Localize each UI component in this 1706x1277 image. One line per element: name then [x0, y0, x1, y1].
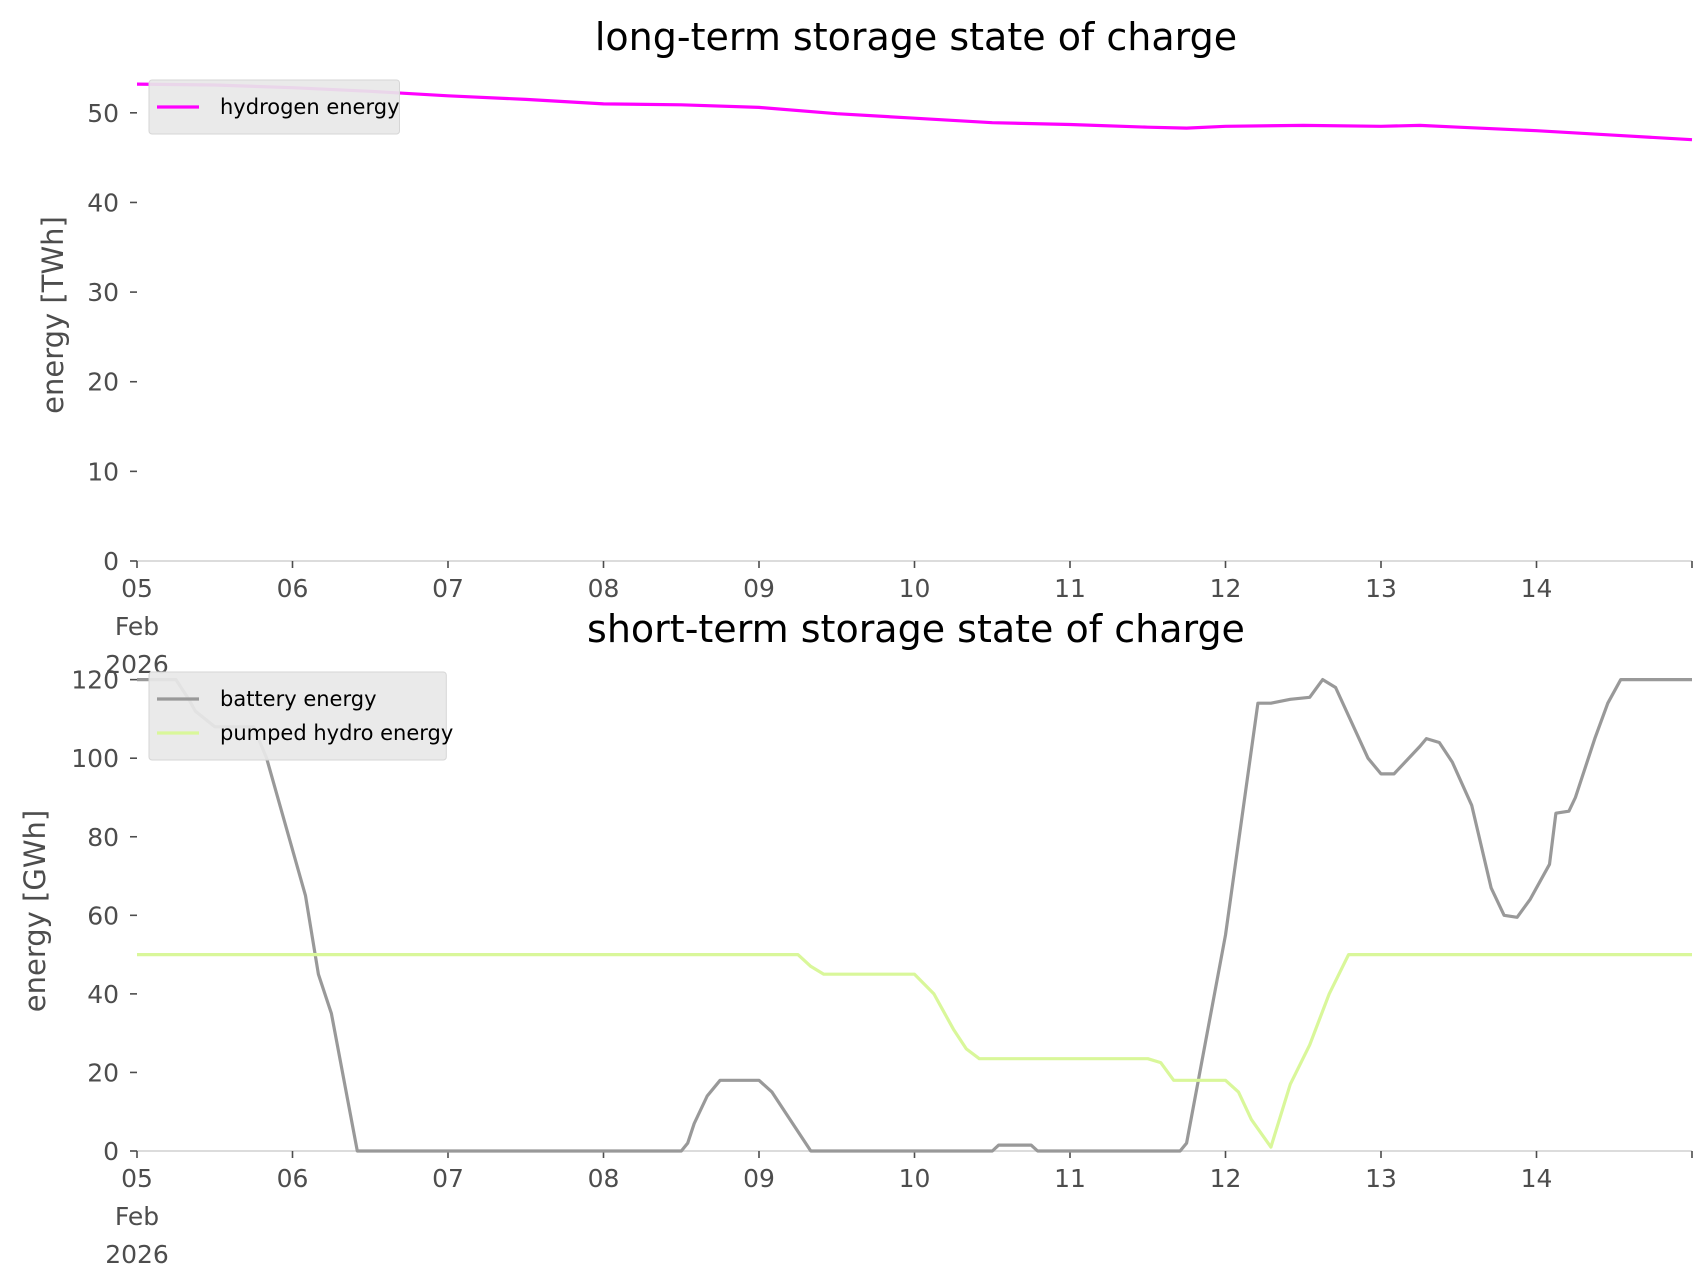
x-tick-label: 08 [588, 1164, 620, 1193]
x-tick-label: 05 [121, 1164, 153, 1193]
x-tick-label: 07 [432, 574, 464, 603]
y-axis: 0 10 20 30 40 50 [87, 99, 137, 576]
x-tick-label: 13 [1365, 574, 1397, 603]
x-tick-label: Feb [115, 612, 159, 641]
chart-title: short-term storage state of charge [587, 607, 1245, 651]
x-tick-label: 06 [277, 574, 309, 603]
x-tick-label: 14 [1521, 574, 1553, 603]
short-term-storage-panel: short-term storage state of charge energ… [18, 607, 1693, 1269]
x-tick-label: 09 [743, 574, 775, 603]
y-tick-label: 20 [87, 1058, 119, 1087]
x-tick-label: 12 [1210, 574, 1242, 603]
x-tick-label: 09 [743, 1164, 775, 1193]
y-tick-label: 120 [71, 666, 119, 695]
y-tick-label: 40 [87, 980, 119, 1009]
legend: battery energy pumped hydro energy [148, 671, 453, 761]
legend: hydrogen energy [148, 79, 400, 135]
y-tick-label: 20 [87, 368, 119, 397]
y-tick-label: 80 [87, 823, 119, 852]
x-tick-label: 06 [277, 1164, 309, 1193]
legend-label: hydrogen energy [220, 95, 400, 119]
y-tick-label: 0 [103, 1137, 119, 1166]
y-tick-label: 30 [87, 278, 119, 307]
x-tick-label: 2026 [105, 1240, 169, 1269]
x-axis: 05 Feb 2026 06 07 08 09 10 11 12 13 14 [105, 1150, 1693, 1269]
y-tick-label: 10 [87, 457, 119, 486]
legend-box [148, 671, 447, 761]
x-tick-label: Feb [115, 1202, 159, 1231]
chart-title: long-term storage state of charge [595, 15, 1237, 59]
y-axis: 0 20 40 60 80 100 120 [71, 666, 137, 1166]
x-tick-label: 13 [1365, 1164, 1397, 1193]
x-tick-label: 08 [588, 574, 620, 603]
legend-label: battery energy [220, 687, 377, 711]
x-tick-label: 07 [432, 1164, 464, 1193]
x-tick-label: 11 [1054, 1164, 1086, 1193]
y-tick-label: 0 [103, 547, 119, 576]
x-tick-label: 10 [899, 574, 931, 603]
legend-label: pumped hydro energy [220, 721, 453, 745]
plot-area [136, 82, 1693, 142]
series-line-1 [137, 678, 1692, 1153]
plot-area [137, 678, 1692, 1153]
x-tick-label: 14 [1521, 1164, 1553, 1193]
y-axis-label: energy [GWh] [18, 810, 52, 1012]
x-tick-label: 05 [121, 574, 153, 603]
y-tick-label: 50 [87, 99, 119, 128]
x-tick-label: 10 [899, 1164, 931, 1193]
series-line-2 [137, 953, 1692, 1149]
legend-box [148, 79, 400, 135]
long-term-storage-panel: long-term storage state of charge energy… [36, 15, 1693, 679]
series-line-1 [136, 82, 1693, 142]
y-tick-label: 60 [87, 901, 119, 930]
x-tick-label: 12 [1210, 1164, 1242, 1193]
y-tick-label: 40 [87, 188, 119, 217]
y-axis-label: energy [TWh] [36, 216, 70, 414]
y-tick-label: 100 [71, 744, 119, 773]
x-tick-label: 11 [1054, 574, 1086, 603]
